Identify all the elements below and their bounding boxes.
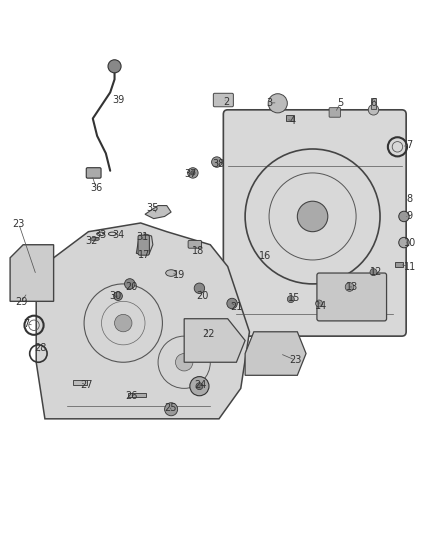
FancyBboxPatch shape: [86, 168, 101, 178]
Bar: [395, 262, 403, 266]
PathPatch shape: [36, 223, 250, 419]
Text: 16: 16: [258, 251, 271, 261]
Bar: [371, 98, 376, 109]
Text: 11: 11: [403, 262, 416, 271]
Text: 33: 33: [95, 230, 107, 240]
Text: 34: 34: [113, 230, 125, 240]
FancyBboxPatch shape: [329, 108, 340, 117]
Circle shape: [124, 279, 135, 289]
FancyBboxPatch shape: [317, 273, 387, 321]
Circle shape: [345, 282, 354, 292]
Text: 20: 20: [196, 291, 208, 301]
Text: 13: 13: [346, 282, 358, 292]
Circle shape: [268, 94, 287, 113]
Text: 27: 27: [80, 380, 92, 390]
Text: 7: 7: [406, 140, 413, 150]
Text: 32: 32: [86, 236, 98, 246]
Bar: [286, 116, 294, 120]
Circle shape: [176, 353, 193, 371]
Text: 3: 3: [266, 98, 272, 108]
Text: 5: 5: [337, 98, 343, 108]
FancyBboxPatch shape: [213, 93, 233, 107]
Circle shape: [316, 300, 322, 307]
Text: 30: 30: [110, 291, 121, 301]
FancyBboxPatch shape: [223, 110, 406, 336]
Text: 28: 28: [34, 343, 47, 353]
Text: 8: 8: [406, 194, 413, 204]
Text: 20: 20: [125, 282, 137, 293]
Circle shape: [114, 292, 122, 301]
Text: 39: 39: [113, 95, 125, 105]
Text: 6: 6: [371, 98, 377, 108]
Text: 7: 7: [24, 319, 30, 329]
Text: 15: 15: [288, 293, 300, 303]
Text: 25: 25: [164, 403, 177, 413]
Circle shape: [194, 283, 205, 294]
Text: 38: 38: [212, 159, 224, 169]
Ellipse shape: [166, 270, 177, 276]
Circle shape: [368, 104, 379, 115]
Bar: [128, 393, 146, 397]
Circle shape: [108, 60, 121, 73]
PathPatch shape: [136, 234, 153, 254]
Text: 22: 22: [202, 329, 214, 339]
PathPatch shape: [184, 319, 245, 362]
Text: 31: 31: [137, 232, 149, 242]
Circle shape: [227, 298, 237, 309]
Circle shape: [287, 296, 294, 303]
Text: 26: 26: [125, 391, 137, 401]
Circle shape: [399, 237, 409, 248]
Text: 2: 2: [224, 98, 230, 108]
Text: 23: 23: [13, 219, 25, 229]
Circle shape: [115, 314, 132, 332]
Text: 29: 29: [15, 297, 27, 307]
Text: 23: 23: [289, 355, 301, 365]
Circle shape: [187, 168, 198, 178]
Text: 37: 37: [184, 169, 197, 179]
Text: 24: 24: [194, 380, 207, 390]
PathPatch shape: [245, 332, 306, 375]
Bar: [73, 379, 87, 385]
Text: 36: 36: [90, 183, 102, 193]
Circle shape: [165, 403, 178, 416]
PathPatch shape: [10, 245, 53, 301]
PathPatch shape: [145, 206, 171, 219]
Text: 21: 21: [230, 302, 243, 312]
FancyBboxPatch shape: [188, 240, 201, 248]
Text: 10: 10: [403, 238, 416, 247]
FancyBboxPatch shape: [138, 235, 149, 255]
Text: 35: 35: [147, 203, 159, 213]
Text: 18: 18: [192, 246, 204, 256]
Circle shape: [370, 269, 377, 276]
Circle shape: [191, 171, 195, 175]
Text: 4: 4: [290, 116, 296, 126]
Text: 17: 17: [138, 250, 150, 260]
Circle shape: [297, 201, 328, 232]
Text: 12: 12: [371, 267, 383, 277]
Circle shape: [212, 157, 222, 167]
Text: 9: 9: [406, 212, 413, 221]
Circle shape: [190, 377, 209, 396]
Circle shape: [196, 383, 203, 390]
Text: 14: 14: [315, 301, 327, 311]
Ellipse shape: [91, 237, 99, 241]
Circle shape: [399, 211, 409, 222]
Text: 19: 19: [173, 270, 185, 280]
